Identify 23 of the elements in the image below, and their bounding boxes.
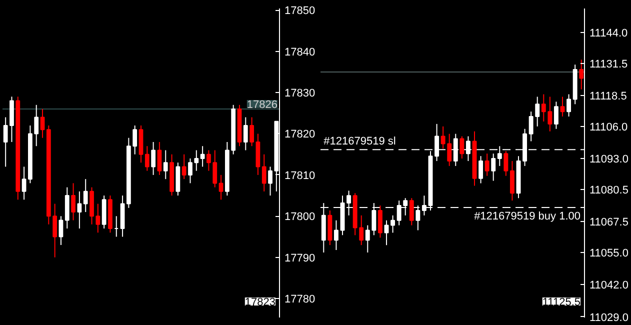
y-tick-label: 17800: [284, 211, 316, 224]
y-tick-label: 17820: [284, 128, 316, 141]
y-tick-label: 11093.0: [590, 154, 628, 166]
ref-line-label: #121679519 sl: [324, 136, 396, 148]
y-tick-label: 17810: [284, 170, 316, 182]
annotation: 11125.5: [542, 296, 581, 308]
y-tick-label: 11106.0: [590, 121, 628, 134]
y-tick-label: 11029.0: [590, 312, 628, 324]
y-tick-label: 17790: [284, 252, 316, 264]
y-tick-label: 11055.0: [590, 247, 628, 260]
y-tick-label: 11080.5: [590, 184, 628, 196]
ref-line-label: 17826: [246, 99, 278, 112]
y-tick-label: 17850: [284, 5, 316, 18]
y-tick-label: 17830: [284, 88, 316, 100]
y-tick-label: 17840: [284, 46, 316, 58]
y-tick-label: 11067.5: [590, 216, 628, 229]
y-tick-label: 11144.0: [590, 27, 628, 40]
annotation: 17823: [244, 296, 276, 308]
ref-line-label: #121679519 buy 1.00: [474, 210, 581, 222]
y-tick-label: 11118.5: [590, 90, 627, 103]
y-tick-label: 17780: [284, 294, 316, 306]
y-tick-label: 11042.0: [590, 280, 628, 292]
y-tick-label: 11131.5: [590, 58, 628, 70]
